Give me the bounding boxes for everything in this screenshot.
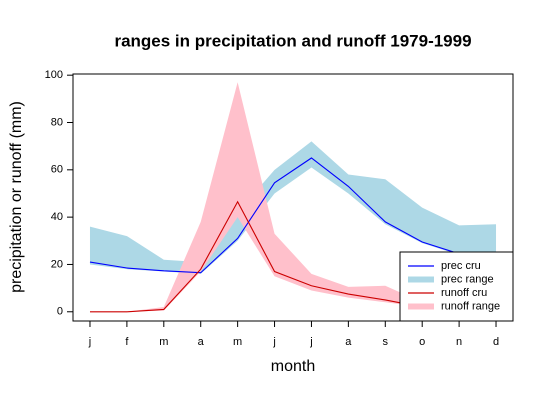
x-tick-label: s [383,336,389,348]
x-tick-label: a [198,336,205,348]
y-tick-label: 0 [57,306,63,318]
range-area [89,82,497,312]
x-axis-label: month [271,358,315,375]
x-tick-label: n [456,336,462,348]
x-tick-label: a [345,336,352,348]
range-area [89,141,497,274]
x-tick-label: j [88,336,91,348]
x-tick-label: j [309,336,312,348]
y-axis-label: precipitation or runoff (mm) [8,101,25,293]
x-tick-label: d [493,336,499,348]
y-tick-label: 80 [51,116,63,128]
legend-label: prec range [441,273,494,285]
x-tick-label: m [233,336,242,348]
y-tick-label: 40 [51,211,63,223]
chart-title: ranges in precipitation and runoff 1979-… [114,31,471,50]
y-tick-label: 100 [45,69,63,81]
legend-label: runoff cru [441,287,487,299]
x-tick-label: m [159,336,168,348]
y-tick-label: 60 [51,164,63,176]
plot-frame [72,73,514,322]
y-tick-label: 20 [51,258,63,270]
legend-label: runoff range [441,300,500,312]
legend-label: prec cru [441,260,481,272]
x-tick-label: o [419,336,425,348]
line [89,157,497,274]
x-tick-label: f [125,336,129,348]
x-tick-label: j [272,336,275,348]
